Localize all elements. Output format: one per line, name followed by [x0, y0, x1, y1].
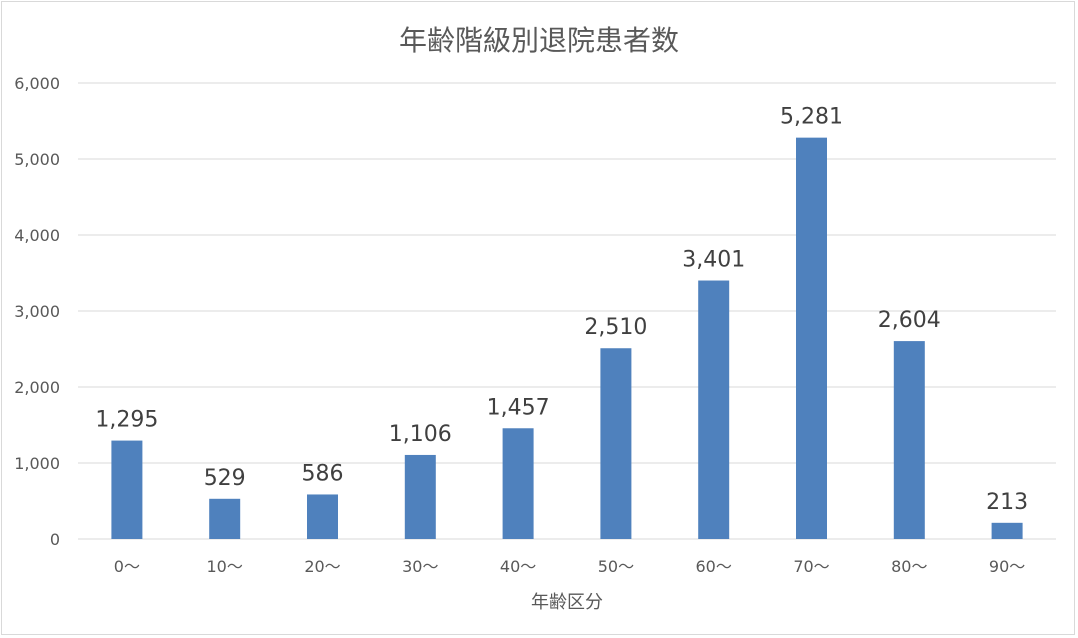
y-tick-label: 2,000 [14, 378, 60, 397]
data-labels: 1,295 529 586 1,106 1,457 2,510 3,401 5,281 2,60… [95, 105, 1028, 515]
bar [796, 137, 827, 540]
x-tick-label: 30〜 [402, 557, 438, 576]
x-tick-label: 20〜 [304, 557, 340, 576]
data-label: 5,281 [780, 105, 843, 130]
x-tick-label: 70〜 [793, 557, 829, 576]
gridlines [78, 82, 1056, 540]
data-label: 1,457 [487, 395, 550, 420]
y-tick-label: 5,000 [14, 150, 60, 169]
y-axis: 0 1,000 2,000 3,000 4,000 5,000 6,000 [14, 74, 60, 549]
data-label: 529 [204, 466, 246, 491]
chart-title: 年齢階級別退院患者数 [399, 24, 679, 57]
bar [111, 440, 143, 539]
data-label: 213 [986, 490, 1028, 515]
data-label: 2,510 [584, 315, 647, 340]
x-tick-label: 90〜 [989, 557, 1025, 576]
data-label: 3,401 [682, 248, 745, 273]
bar [404, 454, 436, 539]
y-tick-label: 6,000 [14, 74, 60, 93]
x-axis-title: 年齢区分 [531, 592, 603, 613]
y-tick-label: 4,000 [14, 226, 60, 245]
data-label: 1,106 [389, 422, 452, 447]
x-tick-label: 40〜 [500, 557, 536, 576]
x-axis: 0〜 10〜 20〜 30〜 40〜 50〜 60〜 70〜 80〜 90〜 [114, 557, 1025, 576]
bar [893, 341, 925, 539]
bar [307, 494, 338, 539]
y-tick-label: 3,000 [14, 302, 60, 321]
x-tick-label: 60〜 [696, 557, 732, 576]
y-tick-label: 0 [50, 530, 60, 549]
x-tick-label: 10〜 [207, 557, 243, 576]
bar [209, 498, 241, 539]
bar [502, 428, 534, 539]
bar [991, 522, 1023, 539]
bars [111, 137, 1023, 540]
x-tick-label: 0〜 [114, 557, 140, 576]
data-label: 586 [302, 461, 344, 486]
bar [600, 348, 632, 539]
x-tick-label: 80〜 [891, 557, 927, 576]
bar [698, 280, 730, 539]
y-tick-label: 1,000 [14, 454, 60, 473]
data-label: 2,604 [878, 308, 941, 333]
x-tick-label: 50〜 [598, 557, 634, 576]
data-label: 1,295 [95, 408, 158, 433]
